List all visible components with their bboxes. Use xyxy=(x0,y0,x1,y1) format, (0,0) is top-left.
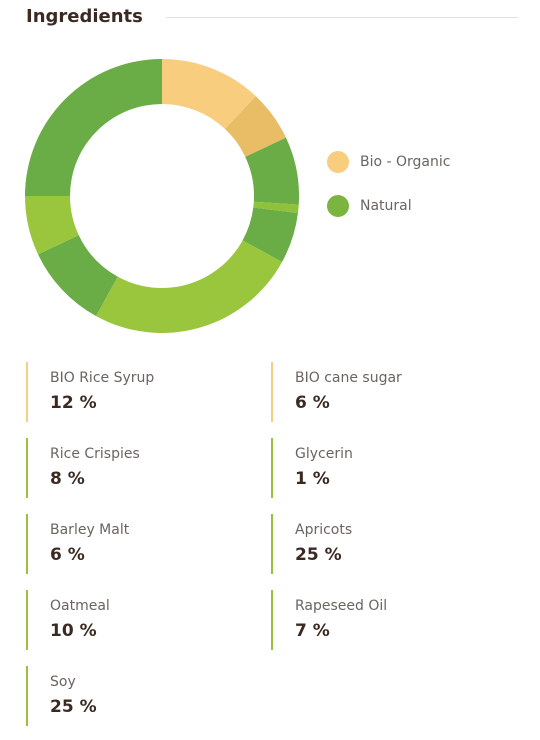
ingredient-percent: 7 % xyxy=(295,621,330,641)
ingredient-name: Barley Malt xyxy=(50,522,130,538)
ingredient-name: Oatmeal xyxy=(50,598,110,614)
ingredient-percent: 25 % xyxy=(295,545,342,565)
ingredient-name: Rice Crispies xyxy=(50,446,140,462)
ingredient-name: Apricots xyxy=(295,522,353,538)
donut-slice-bio-cane-sugar[interactable] xyxy=(224,96,286,157)
ingredient-percent: 6 % xyxy=(50,545,85,565)
donut-slice-bio-rice-syrup[interactable] xyxy=(162,59,256,129)
ingredient-item: Rice Crispies 8 % xyxy=(26,438,246,498)
donut-slice-oatmeal[interactable] xyxy=(38,235,118,317)
legend-swatch-bio-organic xyxy=(327,151,349,173)
ingredient-item: Oatmeal 10 % xyxy=(26,590,246,650)
section-header: Ingredients xyxy=(26,4,518,32)
donut-slice-glycerin[interactable] xyxy=(253,201,299,214)
ingredient-item: Apricots 25 % xyxy=(271,514,491,574)
donut-slice-barley-malt[interactable] xyxy=(242,207,298,263)
donut-slice-apricots[interactable] xyxy=(95,240,283,333)
header-divider xyxy=(166,17,518,18)
ingredient-item: BIO Rice Syrup 12 % xyxy=(26,362,246,422)
ingredient-percent: 8 % xyxy=(50,469,85,489)
ingredients-donut-chart xyxy=(25,59,299,333)
ingredient-item: Barley Malt 6 % xyxy=(26,514,246,574)
ingredient-name: Soy xyxy=(50,674,76,690)
ingredient-percent: 10 % xyxy=(50,621,97,641)
ingredient-name: Rapeseed Oil xyxy=(295,598,388,614)
ingredient-percent: 1 % xyxy=(295,469,330,489)
legend-swatch-natural xyxy=(327,195,349,217)
ingredient-percent: 12 % xyxy=(50,393,97,413)
ingredient-percent: 6 % xyxy=(295,393,330,413)
legend-label-bio-organic: Bio - Organic xyxy=(360,154,451,170)
ingredient-item: BIO cane sugar 6 % xyxy=(271,362,491,422)
ingredient-name: BIO cane sugar xyxy=(295,370,402,386)
ingredient-name: Glycerin xyxy=(295,446,353,462)
ingredient-name: BIO Rice Syrup xyxy=(50,370,155,386)
legend-label-natural: Natural xyxy=(360,198,412,214)
donut-slice-soy[interactable] xyxy=(25,59,162,196)
donut-slice-rapeseed-oil[interactable] xyxy=(25,196,79,255)
ingredient-percent: 25 % xyxy=(50,697,97,717)
section-title: Ingredients xyxy=(26,6,143,27)
ingredient-item: Glycerin 1 % xyxy=(271,438,491,498)
ingredient-item: Rapeseed Oil 7 % xyxy=(271,590,491,650)
ingredient-item: Soy 25 % xyxy=(26,666,246,726)
donut-slice-rice-crispies[interactable] xyxy=(245,137,299,205)
